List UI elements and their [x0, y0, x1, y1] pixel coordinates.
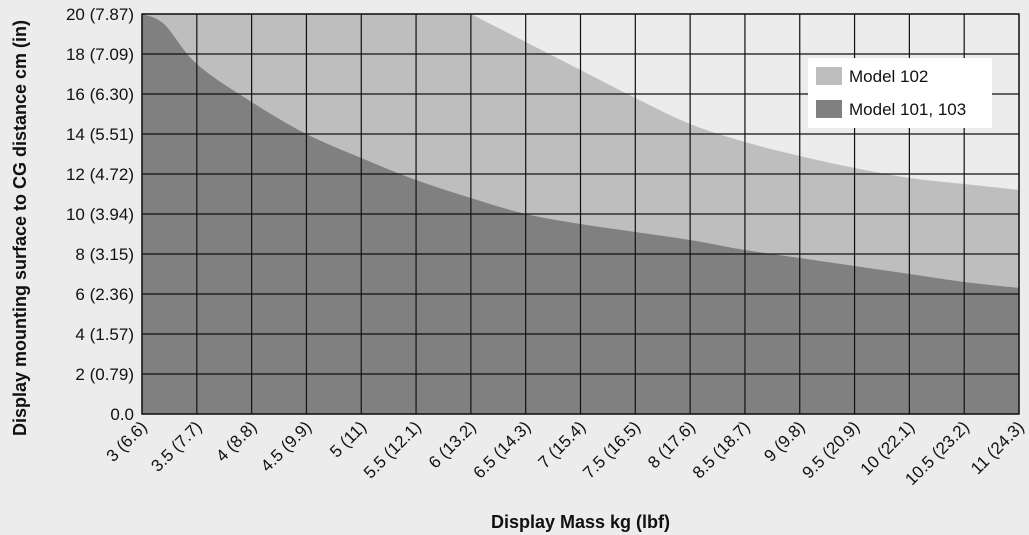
y-tick-label: 8 (3.15)	[75, 245, 134, 264]
legend-label-model-101-103: Model 101, 103	[849, 100, 966, 119]
legend-label-model-102: Model 102	[849, 67, 928, 86]
x-axis-title: Display Mass kg (lbf)	[491, 512, 670, 532]
y-tick-label: 20 (7.87)	[66, 5, 134, 24]
plot-border	[141, 13, 1020, 415]
y-tick-label: 10 (3.94)	[66, 205, 134, 224]
y-tick-label: 6 (2.36)	[75, 285, 134, 304]
y-tick-label: 14 (5.51)	[66, 125, 134, 144]
legend-swatch-model-101-103	[816, 100, 842, 118]
y-tick-label: 4 (1.57)	[75, 325, 134, 344]
y-axis-title: Display mounting surface to CG distance …	[10, 20, 30, 436]
y-tick-label: 16 (6.30)	[66, 85, 134, 104]
y-axis-ticks: 0.0 2 (0.79) 4 (1.57) 6 (2.36) 8 (3.15) 10 (3…	[66, 5, 134, 424]
legend-swatch-model-102	[816, 67, 842, 85]
y-tick-label: 18 (7.09)	[66, 45, 134, 64]
y-tick-label: 2 (0.79)	[75, 365, 134, 384]
y-tick-label: 12 (4.72)	[66, 165, 134, 184]
legend: Model 102 Model 101, 103	[808, 58, 992, 128]
y-tick-label: 0.0	[110, 405, 134, 424]
